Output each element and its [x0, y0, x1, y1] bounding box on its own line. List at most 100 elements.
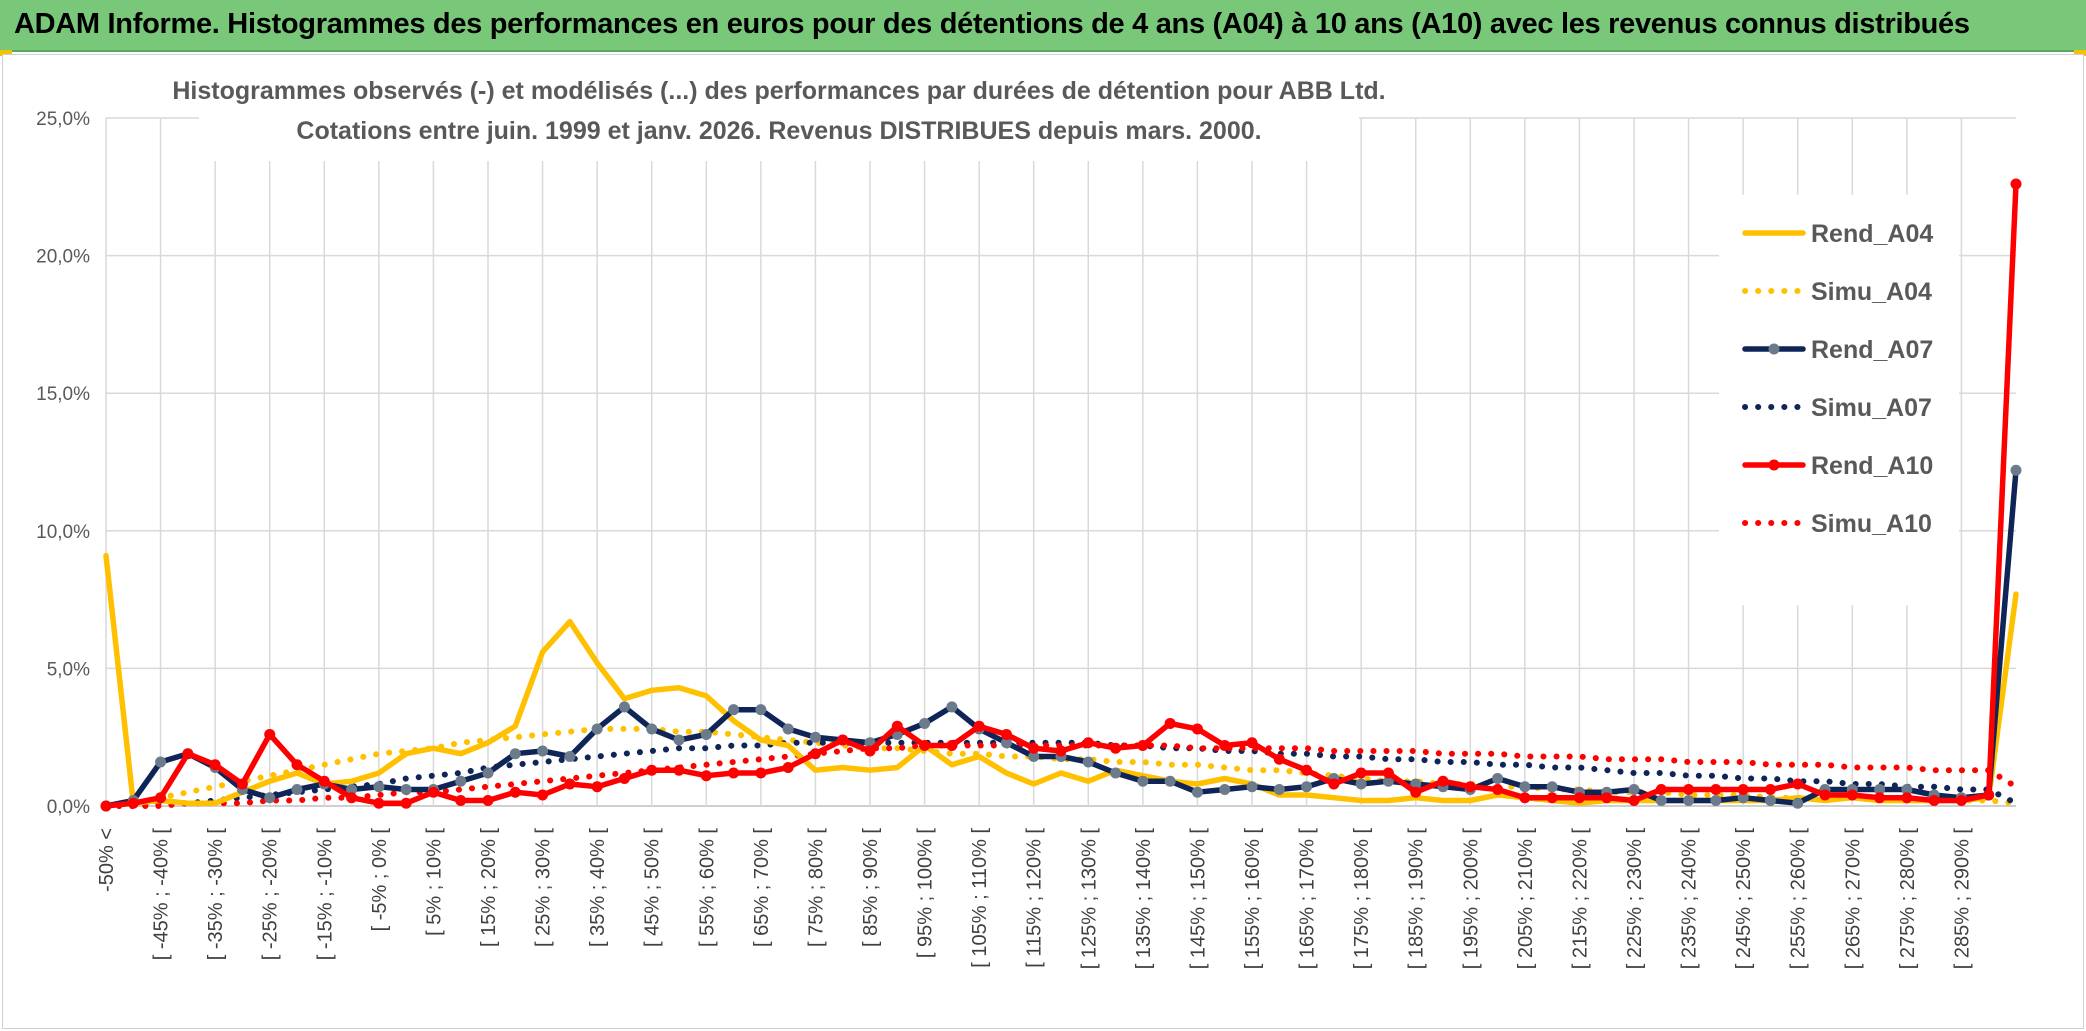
- data-point-rend_a10: [728, 767, 740, 779]
- x-tick-label: [ 115% ; 120% [: [1024, 828, 1046, 968]
- data-point-rend_a07: [1764, 794, 1776, 806]
- x-tick-label: [ 135% ; 140% [: [1133, 828, 1155, 970]
- data-point-rend_a10: [673, 764, 685, 776]
- data-point-rend_a10: [782, 761, 794, 773]
- data-point-rend_a10: [1628, 794, 1640, 806]
- data-point-rend_a10: [1464, 781, 1476, 793]
- data-point-rend_a10: [1928, 794, 1940, 806]
- data-point-rend_a10: [837, 734, 849, 746]
- chart-title-background: [199, 57, 1359, 161]
- data-point-rend_a10: [1028, 742, 1040, 754]
- data-point-rend_a07: [1901, 783, 1913, 795]
- chart-frame: 0,0% 5,0% 10,0% 15,0% 20,0% 25,0% -50% < [ -45…: [2, 54, 2084, 1029]
- x-tick-label: [ 255% ; 260% [: [1788, 828, 1810, 970]
- data-point-rend_a07: [373, 781, 385, 793]
- x-tick-label: [ 55% ; 60% [: [696, 828, 718, 947]
- data-point-rend_a07: [782, 723, 794, 735]
- x-tick-label: [ 15% ; 20% [: [478, 828, 500, 947]
- data-point-rend_a10: [236, 778, 248, 790]
- data-point-rend_a10: [1573, 792, 1585, 804]
- series-line-simu_a07: [103, 739, 2019, 809]
- data-point-rend_a10: [1164, 717, 1176, 729]
- data-point-rend_a07: [809, 731, 821, 743]
- chart-title: Histogrammes observés (-) et modélisés (…: [172, 57, 1386, 161]
- legend-label-rend_a07: Rend_A07: [1811, 336, 1933, 364]
- data-point-rend_a07: [1792, 797, 1804, 809]
- data-point-rend_a07: [155, 756, 167, 768]
- legend-background: [1719, 195, 1959, 605]
- data-point-rend_a10: [755, 767, 767, 779]
- x-tick-label: [ -25% ; -20% [: [260, 828, 282, 961]
- banner-accent-right: [2074, 50, 2086, 56]
- chart-title-line-1: Histogrammes observés (-) et modélisés (…: [172, 77, 1385, 105]
- x-tick-label: [ 145% ; 150% [: [1187, 828, 1209, 970]
- data-point-rend_a10: [1546, 792, 1558, 804]
- x-tick-label: [ 225% ; 230% [: [1624, 828, 1646, 970]
- data-point-rend_a07: [646, 723, 658, 735]
- x-tick-label: [ 95% ; 100% [: [915, 828, 937, 959]
- data-point-rend_a07: [755, 704, 767, 716]
- data-point-rend_a10: [946, 739, 958, 751]
- data-point-rend_a10: [127, 797, 139, 809]
- data-point-rend_a07: [537, 745, 549, 757]
- data-point-rend_a07: [509, 748, 521, 760]
- y-tick-label: 20,0%: [36, 247, 90, 268]
- data-point-rend_a07: [700, 728, 712, 740]
- data-point-rend_a10: [1819, 789, 1831, 801]
- data-point-rend_a07: [1382, 775, 1394, 787]
- x-tick-label: [ -15% ; -10% [: [314, 828, 336, 961]
- data-point-rend_a10: [1519, 792, 1531, 804]
- data-point-rend_a10: [318, 775, 330, 787]
- y-tick-label: 15,0%: [36, 384, 90, 405]
- data-point-rend_a10: [1382, 767, 1394, 779]
- data-point-rend_a10: [1437, 775, 1449, 787]
- data-point-rend_a07: [1082, 756, 1094, 768]
- data-point-rend_a10: [973, 720, 985, 732]
- data-point-rend_a07: [1492, 772, 1504, 784]
- data-point-rend_a10: [1055, 745, 1067, 757]
- data-point-rend_a10: [1246, 737, 1258, 749]
- data-point-rend_a10: [482, 794, 494, 806]
- data-point-rend_a07: [1137, 775, 1149, 787]
- data-point-rend_a10: [1683, 783, 1695, 795]
- data-point-rend_a07: [1110, 767, 1122, 779]
- data-point-rend_a07: [1191, 786, 1203, 798]
- data-point-rend_a10: [182, 748, 194, 760]
- page-title: ADAM Informe. Histogrammes des performan…: [14, 8, 1970, 40]
- x-tick-label: [ 105% ; 110% [: [969, 828, 991, 968]
- x-tick-label: [ 185% ; 190% [: [1406, 828, 1428, 970]
- data-point-rend_a10: [1655, 783, 1667, 795]
- data-point-rend_a07: [346, 783, 358, 795]
- x-tick-label: [ -45% ; -40% [: [151, 828, 173, 961]
- x-tick-label: [ 265% ; 270% [: [1842, 828, 1864, 970]
- data-point-rend_a10: [1410, 786, 1422, 798]
- data-point-rend_a10: [1710, 783, 1722, 795]
- legend-label-simu_a07: Simu_A07: [1811, 394, 1932, 422]
- data-point-rend_a07: [1246, 781, 1258, 793]
- data-point-rend_a10: [1082, 737, 1094, 749]
- y-tick-label: 0,0%: [47, 797, 90, 818]
- y-tick-label: 25,0%: [36, 109, 90, 130]
- data-point-rend_a07: [591, 723, 603, 735]
- legend-marker-rend_a10: [1768, 459, 1780, 471]
- data-point-rend_a07: [1219, 783, 1231, 795]
- x-tick-label: -50% <: [96, 828, 118, 892]
- x-tick-label: [ 155% ; 160% [: [1242, 828, 1264, 970]
- data-point-rend_a10: [864, 745, 876, 757]
- data-point-rend_a07: [1410, 778, 1422, 790]
- data-point-rend_a07: [673, 734, 685, 746]
- y-axis-ticks: 0,0% 5,0% 10,0% 15,0% 20,0% 25,0%: [36, 109, 90, 818]
- data-point-rend_a07: [618, 701, 630, 713]
- data-point-rend_a10: [564, 778, 576, 790]
- data-point-rend_a10: [1737, 783, 1749, 795]
- data-point-rend_a07: [919, 717, 931, 729]
- x-tick-label: [ 195% ; 200% [: [1460, 828, 1482, 970]
- x-tick-label: [ 25% ; 30% [: [533, 828, 555, 947]
- x-tick-label: [ 125% ; 130% [: [1078, 828, 1100, 970]
- legend-label-rend_a10: Rend_A10: [1811, 452, 1933, 480]
- x-tick-label: [ 235% ; 240% [: [1679, 828, 1701, 970]
- x-tick-label: [ 275% ; 280% [: [1897, 828, 1919, 970]
- data-point-rend_a07: [564, 750, 576, 762]
- data-point-rend_a07: [1273, 783, 1285, 795]
- x-tick-label: [ 45% ; 50% [: [642, 828, 664, 947]
